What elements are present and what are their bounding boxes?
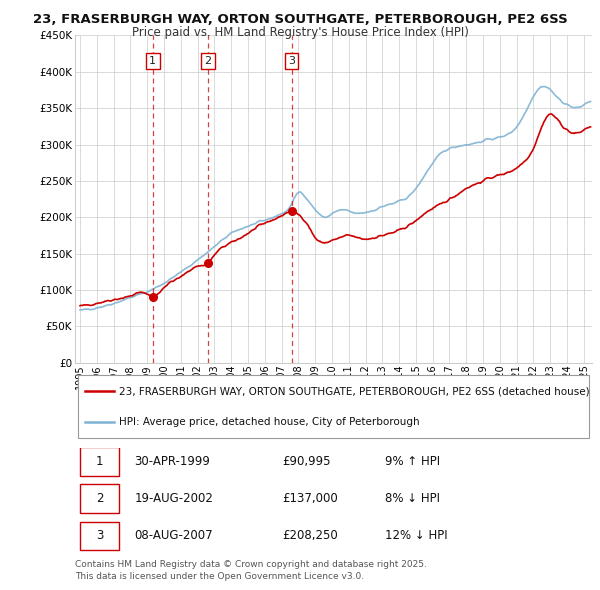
Text: £208,250: £208,250 [282,529,338,542]
Text: 23, FRASERBURGH WAY, ORTON SOUTHGATE, PETERBOROUGH, PE2 6SS (detached house): 23, FRASERBURGH WAY, ORTON SOUTHGATE, PE… [119,386,590,396]
Text: Price paid vs. HM Land Registry's House Price Index (HPI): Price paid vs. HM Land Registry's House … [131,26,469,39]
FancyBboxPatch shape [80,484,119,513]
Text: 3: 3 [288,56,295,66]
Text: 08-AUG-2007: 08-AUG-2007 [134,529,213,542]
Text: 9% ↑ HPI: 9% ↑ HPI [385,455,440,468]
FancyBboxPatch shape [80,522,119,550]
Text: Contains HM Land Registry data © Crown copyright and database right 2025.
This d: Contains HM Land Registry data © Crown c… [75,560,427,581]
Text: HPI: Average price, detached house, City of Peterborough: HPI: Average price, detached house, City… [119,417,419,427]
Text: 8% ↓ HPI: 8% ↓ HPI [385,492,440,505]
Text: 19-AUG-2002: 19-AUG-2002 [134,492,214,505]
Text: 23, FRASERBURGH WAY, ORTON SOUTHGATE, PETERBOROUGH, PE2 6SS: 23, FRASERBURGH WAY, ORTON SOUTHGATE, PE… [32,13,568,26]
Text: 30-APR-1999: 30-APR-1999 [134,455,211,468]
Text: 1: 1 [149,56,156,66]
Text: £137,000: £137,000 [282,492,338,505]
Text: 2: 2 [96,492,104,505]
Text: 3: 3 [96,529,104,542]
Text: 2: 2 [205,56,212,66]
FancyBboxPatch shape [80,447,119,476]
Text: £90,995: £90,995 [282,455,331,468]
Text: 12% ↓ HPI: 12% ↓ HPI [385,529,448,542]
FancyBboxPatch shape [77,375,589,438]
Text: 1: 1 [96,455,104,468]
